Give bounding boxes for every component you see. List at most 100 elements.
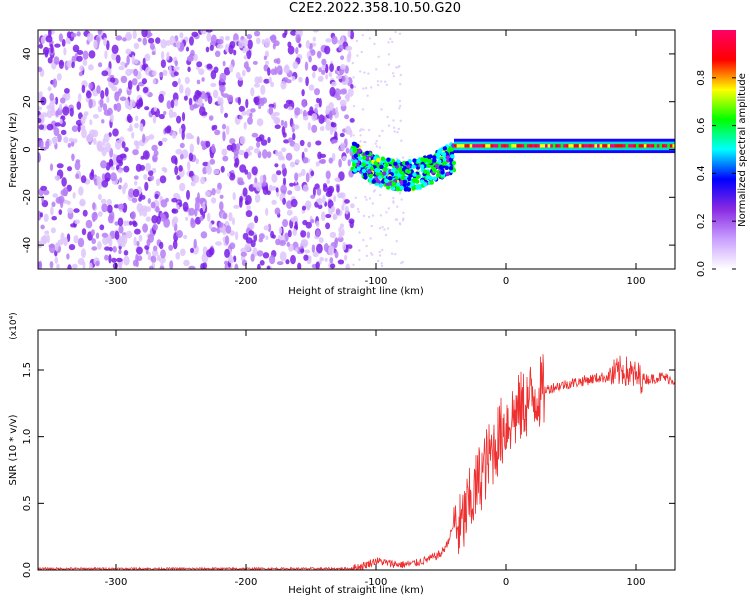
- spectrogram-noise-blob: [229, 138, 236, 145]
- spectrogram-noise-blob: [190, 217, 194, 225]
- spectrogram-x-axis-label: Height of straight line (km): [288, 286, 424, 297]
- spectrogram-noise-blob: [207, 212, 211, 222]
- spectrogram-noise-blob: [290, 254, 296, 265]
- spectrogram-noise-blob: [339, 99, 347, 107]
- spectrogram-noise-blob: [151, 51, 156, 56]
- spectrogram-noise-blob: [150, 201, 156, 209]
- spectrogram-signal-blob: [437, 159, 442, 164]
- spectrogram-noise-blob: [42, 46, 50, 56]
- spectrogram-noise-blob: [208, 115, 214, 121]
- spectrogram-noise-blob: [163, 111, 167, 115]
- spectrogram-line-core: [534, 144, 538, 148]
- snr-x-tick-label: -200: [235, 577, 258, 588]
- spectrogram-line-core: [659, 144, 663, 148]
- spectrogram-line-core: [454, 144, 457, 148]
- spectrogram-noise-blob: [89, 262, 93, 269]
- spectrogram-signal-blob: [352, 146, 357, 151]
- spectrogram-signal-blob: [396, 182, 401, 187]
- spectrogram-noise-blob: [156, 215, 161, 225]
- spectrogram-noise-blob: [235, 231, 239, 241]
- spectrogram-noise-blob: [233, 204, 240, 209]
- spectrogram-noise-blob: [283, 139, 290, 144]
- spectrogram-noise-blob: [228, 258, 235, 264]
- colorbar-tick-label: 0.8: [696, 70, 707, 86]
- spectrogram-noise-blob: [47, 57, 53, 64]
- spectrogram-noise-blob: [186, 189, 190, 200]
- spectrogram-noise-blob: [247, 151, 252, 157]
- spectrogram-noise-blob: [146, 238, 151, 247]
- spectrogram-noise-blob: [38, 66, 43, 72]
- spectrogram-noise-blob: [101, 232, 109, 238]
- spectrogram-signal-blob: [356, 166, 361, 171]
- spectrogram-faint-dot: [401, 156, 405, 159]
- spectrogram-noise-blob: [154, 193, 159, 200]
- spectrogram-noise-blob: [213, 169, 220, 175]
- spectrogram-noise-blob: [304, 61, 309, 71]
- spectrogram-noise-blob: [321, 69, 326, 75]
- spectrogram-noise-blob: [141, 30, 148, 38]
- spectrogram-noise-blob: [333, 195, 337, 202]
- spectrogram-noise-blob: [56, 163, 64, 169]
- spectrogram-noise-blob: [99, 224, 105, 231]
- spectrogram-faint-dot: [368, 197, 372, 200]
- spectrogram-noise-blob: [130, 211, 136, 220]
- spectrogram-noise-blob: [280, 80, 287, 90]
- spectrogram-faint-dot: [395, 240, 398, 243]
- spectrogram-faint-dot: [400, 198, 403, 201]
- spectrogram-noise-blob: [180, 248, 186, 257]
- spectrogram-noise-blob: [220, 165, 225, 173]
- spectrogram-noise-blob: [208, 222, 213, 230]
- spectrogram-noise-blob: [258, 233, 265, 240]
- spectrogram-noise-blob: [139, 123, 144, 132]
- spectrogram-noise-blob: [176, 204, 180, 210]
- spectrogram-faint-dot: [384, 80, 387, 83]
- snr-y-tick-label: 1.5: [22, 362, 33, 378]
- spectrogram-line-core: [625, 144, 629, 148]
- spectrogram-noise-blob: [184, 76, 190, 85]
- spectrogram-noise-blob: [127, 127, 133, 132]
- spectrogram-noise-blob: [205, 30, 213, 33]
- spectrogram-noise-blob: [92, 114, 99, 119]
- spectrogram-signal-blob: [441, 161, 447, 166]
- spectrogram-noise-blob: [229, 172, 236, 181]
- spectrogram-noise-blob: [270, 230, 275, 239]
- spectrogram-faint-dot: [395, 66, 398, 69]
- spectrogram-noise-blob: [273, 116, 280, 124]
- spectrogram-noise-blob: [286, 241, 291, 247]
- spectrogram-line-core: [630, 144, 634, 148]
- spectrogram-faint-dot: [378, 227, 382, 230]
- spectrogram-noise-blob: [338, 44, 344, 52]
- spectrogram-noise-blob: [39, 212, 44, 218]
- spectrogram-line-core: [550, 144, 554, 148]
- spectrogram-y-tick-label: 40: [22, 48, 33, 61]
- spectrogram-noise-blob: [263, 55, 267, 60]
- spectrogram-noise-blob: [286, 79, 292, 84]
- spectrogram-noise-blob: [222, 212, 228, 220]
- spectrogram-faint-dot: [375, 139, 378, 143]
- spectrogram-noise-blob: [182, 201, 189, 212]
- spectrogram-line-core: [602, 144, 606, 148]
- spectrogram-noise-blob: [92, 202, 96, 210]
- spectrogram-signal-blob: [428, 176, 434, 181]
- spectrogram-faint-dot: [386, 115, 389, 119]
- spectrogram-line-core: [565, 144, 569, 148]
- spectrogram-signal-blob: [386, 185, 391, 190]
- spectrogram-faint-dot: [377, 55, 380, 58]
- spectrogram-noise-blob: [206, 63, 213, 70]
- spectrogram-noise-blob: [127, 115, 133, 123]
- spectrogram-noise-blob: [162, 69, 168, 77]
- spectrogram-noise-blob: [174, 60, 178, 67]
- spectrogram-noise-blob: [190, 181, 196, 187]
- spectrogram-noise-blob: [279, 240, 286, 246]
- spectrogram-noise-blob: [286, 209, 293, 216]
- spectrogram-noise-blob: [287, 45, 295, 55]
- spectrogram-noise-blob: [120, 61, 126, 66]
- spectrogram-signal-blob: [416, 158, 421, 164]
- spectrogram-signal-blob: [404, 161, 410, 166]
- spectrogram-signal-blob: [352, 168, 358, 173]
- snr-x-tick-label: 0: [503, 577, 509, 588]
- spectrogram-noise-blob: [178, 127, 183, 135]
- colorbar-gradient: [712, 30, 736, 269]
- spectrogram-signal-blob: [378, 183, 383, 188]
